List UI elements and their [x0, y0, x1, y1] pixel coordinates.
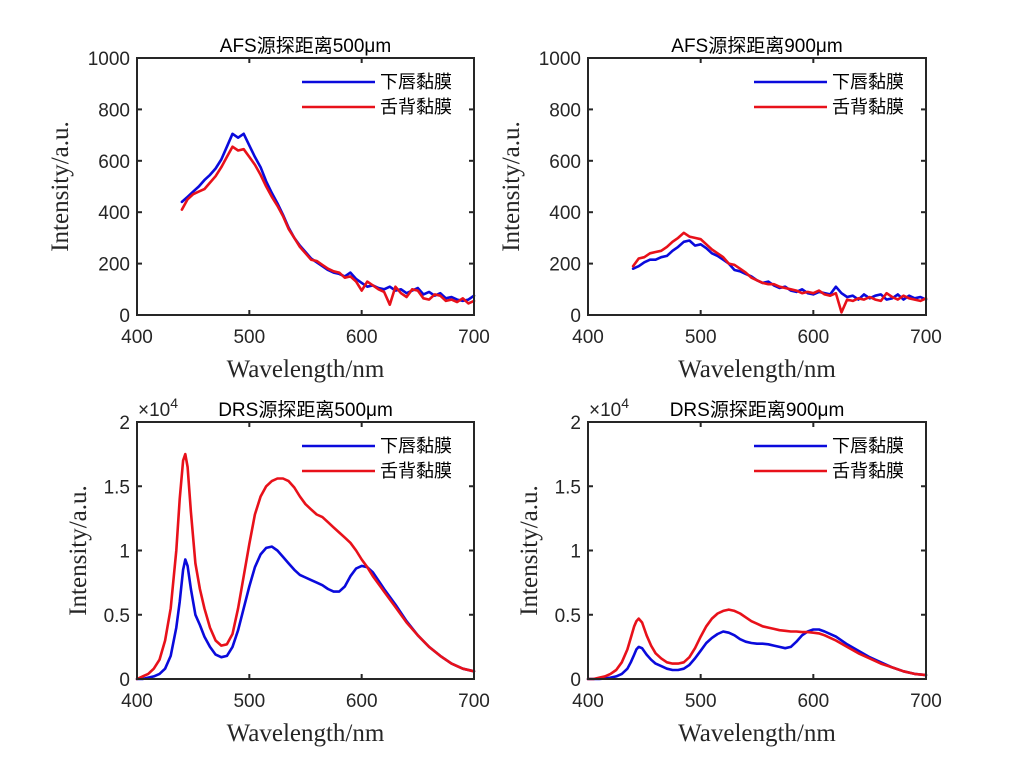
y-tick-label: 600: [549, 152, 581, 173]
series-line-tongue-dorsum: [135, 452, 476, 681]
y-axis-label: Intensity/a.u.: [47, 121, 74, 252]
y-tick-label: 1000: [88, 49, 130, 70]
legend-item: 下唇黏膜: [754, 72, 904, 92]
series-line-lower-lip: [631, 239, 928, 301]
y-multiplier-exponent: 4: [621, 395, 629, 411]
x-tick-label: 500: [233, 327, 265, 348]
x-tick-label: 600: [346, 327, 378, 348]
series-line-tongue-dorsum: [631, 231, 928, 314]
y-tick-label: 1000: [539, 49, 581, 70]
x-axis-label: Wavelength/nm: [678, 356, 836, 383]
legend-label: 下唇黏膜: [832, 436, 904, 456]
y-tick-label: 0.5: [104, 606, 130, 627]
legend-label: 舌背黏膜: [832, 97, 904, 117]
y-tick-label: 0: [119, 306, 130, 327]
x-tick-label: 500: [685, 691, 717, 712]
x-tick-label: 400: [121, 691, 153, 712]
y-tick-label: 0: [119, 670, 130, 691]
legend-label: 下唇黏膜: [380, 72, 452, 92]
x-axis-label: Wavelength/nm: [678, 720, 836, 747]
x-tick-label: 700: [910, 327, 942, 348]
subplot-3: 400 500 600 700 0 0.5 1 1.5 2 DRS源探距离500μm ×104 Wav…: [65, 395, 490, 747]
legend-label: 下唇黏膜: [832, 72, 904, 92]
x-tick-label: 400: [121, 327, 153, 348]
y-multiplier-exponent: 4: [170, 395, 178, 411]
y-tick-label: 400: [98, 203, 130, 224]
y-tick-label: 0: [570, 670, 581, 691]
series-line-tongue-dorsum: [586, 608, 928, 681]
legend-item: 下唇黏膜: [302, 72, 452, 92]
y-tick-label: 1.5: [104, 477, 130, 498]
subplot-2: 400 500 600 700 0 200 400 600 800 1000 AFS源探距离900μ…: [498, 35, 942, 383]
axes-box: [587, 57, 927, 316]
x-axis-label: Wavelength/nm: [227, 720, 385, 747]
x-axis-label: Wavelength/nm: [227, 356, 385, 383]
legend-item: 舌背黏膜: [754, 461, 904, 481]
y-tick-label: 800: [98, 100, 130, 121]
x-tick-label: 600: [797, 327, 829, 348]
y-multiplier: ×104: [138, 395, 178, 421]
legend-item: 舌背黏膜: [302, 97, 452, 117]
y-tick-label: 600: [98, 152, 130, 173]
y-tick-label: 1.5: [555, 477, 581, 498]
x-tick-label: 700: [458, 327, 490, 348]
y-multiplier: ×104: [589, 395, 629, 421]
y-axis-label: Intensity/a.u.: [65, 485, 92, 616]
y-tick-label: 400: [549, 203, 581, 224]
y-multiplier-base: ×10: [138, 400, 170, 421]
y-axis-label: Intensity/a.u.: [498, 121, 525, 252]
series-line-lower-lip: [135, 545, 476, 681]
legend-label: 舌背黏膜: [380, 461, 452, 481]
chart-title: AFS源探距离500μm: [220, 35, 391, 57]
x-tick-label: 700: [458, 691, 490, 712]
y-tick-label: 0: [570, 306, 581, 327]
y-axis-label: Intensity/a.u.: [516, 485, 543, 616]
y-multiplier-base: ×10: [589, 400, 621, 421]
y-tick-label: 1: [570, 542, 581, 563]
legend-label: 舌背黏膜: [380, 97, 452, 117]
x-tick-label: 400: [572, 327, 604, 348]
y-tick-label: 800: [549, 100, 581, 121]
y-tick-label: 200: [549, 255, 581, 276]
y-tick-label: 1: [119, 542, 130, 563]
axes-box: [136, 57, 475, 316]
chart-title: AFS源探距离900μm: [671, 35, 842, 57]
series-line-lower-lip: [586, 628, 928, 681]
chart-title: DRS源探距离900μm: [670, 399, 845, 421]
y-tick-label: 2: [570, 413, 581, 434]
legend-item: 下唇黏膜: [302, 436, 452, 456]
y-tick-label: 2: [119, 413, 130, 434]
y-tick-label: 0.5: [555, 606, 581, 627]
x-tick-label: 500: [685, 327, 717, 348]
legend-item: 舌背黏膜: [302, 461, 452, 481]
x-tick-label: 700: [910, 691, 942, 712]
subplot-4: 400 500 600 700 0 0.5 1 1.5 2 DRS源探距离900μm ×104 Wav…: [516, 395, 942, 747]
legend-label: 舌背黏膜: [832, 461, 904, 481]
legend-item: 舌背黏膜: [754, 97, 904, 117]
x-tick-label: 400: [572, 691, 604, 712]
legend-item: 下唇黏膜: [754, 436, 904, 456]
x-tick-label: 600: [797, 691, 829, 712]
series-line-tongue-dorsum: [180, 145, 476, 307]
x-tick-label: 600: [346, 691, 378, 712]
chart-title: DRS源探距离500μm: [218, 399, 393, 421]
x-tick-label: 500: [233, 691, 265, 712]
subplot-1: 400 500 600 700 0 200 400 600 800 1000 AFS源探距离500μ…: [47, 35, 490, 383]
legend-label: 下唇黏膜: [380, 436, 452, 456]
y-tick-label: 200: [98, 255, 130, 276]
